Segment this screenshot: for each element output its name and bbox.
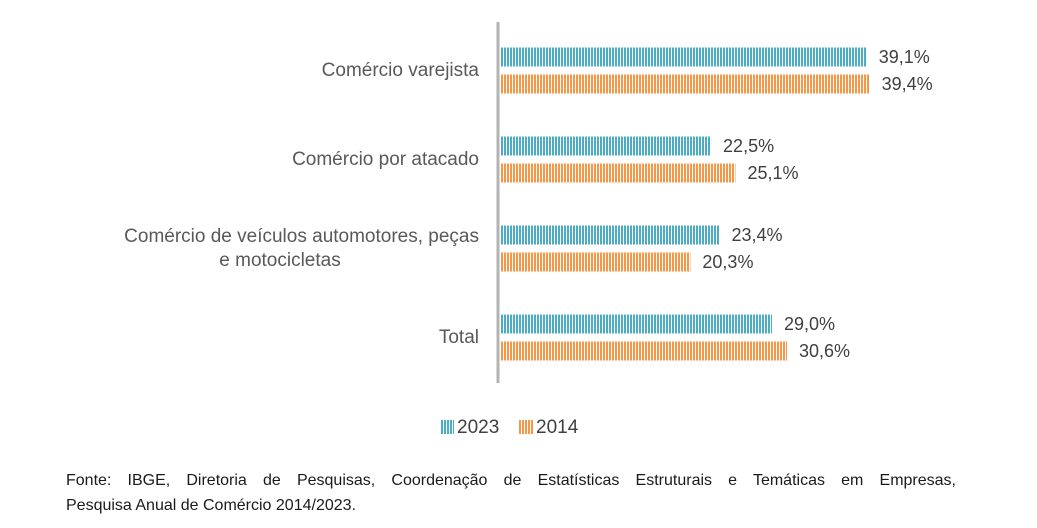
- legend: 2023 2014: [440, 417, 579, 438]
- bar-2014: [500, 252, 691, 272]
- source-line-2: Pesquisa Anual de Comércio 2014/2023.: [66, 497, 356, 514]
- bar-2014: [500, 74, 870, 94]
- bar-2023: [500, 225, 720, 245]
- value-label-2014: 25,1%: [747, 163, 798, 183]
- source-note: Fonte: IBGE, Diretoria de Pesquisas, Coo…: [66, 468, 956, 518]
- bar-2023: [500, 47, 867, 67]
- category-label: Comércio por atacado: [292, 149, 479, 170]
- bar-chart: Comércio varejista Comércio por atacado Co…: [124, 22, 933, 438]
- value-label-2023: 39,1%: [879, 47, 930, 67]
- bar-2023: [500, 136, 712, 156]
- legend-swatch-2014: [519, 420, 533, 434]
- category-label: e motocicletas: [219, 250, 340, 271]
- bar-2023: [500, 314, 773, 334]
- source-line-1: Fonte: IBGE, Diretoria de Pesquisas, Coo…: [66, 472, 956, 489]
- value-label-2023: 22,5%: [723, 136, 774, 156]
- legend-swatch-2023: [440, 420, 454, 434]
- value-label-2014: 30,6%: [799, 341, 850, 361]
- bar-2014: [500, 341, 788, 361]
- legend-label-2014: 2014: [536, 417, 579, 438]
- value-label-2014: 20,3%: [702, 252, 753, 272]
- category-label: Comércio varejista: [322, 60, 480, 81]
- category-label: Total: [439, 327, 479, 348]
- value-label-2023: 23,4%: [731, 225, 782, 245]
- value-label-2023: 29,0%: [784, 314, 835, 334]
- category-label: Comércio de veículos automotores, peças: [124, 226, 479, 247]
- bar-2014: [500, 163, 736, 183]
- legend-label-2023: 2023: [457, 417, 499, 438]
- value-label-2014: 39,4%: [882, 74, 933, 94]
